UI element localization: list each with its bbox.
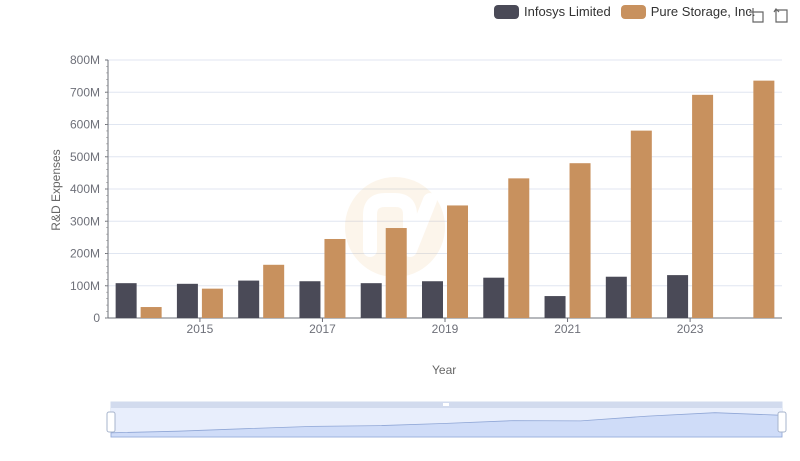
legend-label: Pure Storage, Inc. [650, 4, 756, 19]
zoom-handle-right[interactable] [777, 411, 787, 433]
x-tick-label: 2019 [432, 322, 459, 336]
y-tick-label: 300M [70, 214, 100, 228]
y-axis: 0 100M 200M 300M 400M 500M 600M 700M 800M [70, 53, 109, 325]
bar-infosys [605, 276, 627, 318]
bar-pure-storage [447, 205, 468, 318]
legend: Infosys Limited Pure Storage, Inc. [494, 4, 765, 19]
bar-infosys [667, 275, 689, 318]
bar-pure-storage [692, 94, 714, 318]
legend-swatch [620, 4, 646, 19]
bar-pure-storage [569, 163, 591, 318]
bar-pure-storage [201, 288, 223, 318]
bar-infosys [544, 296, 566, 318]
bar-infosys [422, 281, 443, 318]
bar-pure-storage [324, 238, 346, 318]
y-tick-label: 700M [70, 85, 100, 99]
bar-infosys [360, 283, 382, 318]
legend-item-pure-storage[interactable]: Pure Storage, Inc. [620, 4, 756, 19]
legend-label: Infosys Limited [524, 4, 611, 19]
y-tick-label: 100M [70, 279, 100, 293]
y-tick-label: 400M [70, 182, 100, 196]
x-tick-label: 2021 [554, 322, 581, 336]
zoom-icon[interactable] [748, 7, 764, 23]
x-axis-title: Year [432, 363, 457, 377]
bar-infosys [483, 277, 505, 318]
y-tick-label: 200M [70, 247, 100, 261]
watermark-logo [345, 177, 445, 277]
bar-pure-storage [753, 80, 775, 318]
zoom-preview-area [110, 412, 783, 438]
bar-pure-storage [140, 307, 162, 318]
x-tick-label: 2023 [677, 322, 704, 336]
y-tick-label: 0 [93, 311, 100, 325]
bar-pure-storage [630, 130, 652, 318]
grid-lines [108, 59, 782, 287]
bar-infosys [238, 280, 260, 318]
x-axis: 2015 2017 2019 2021 2023 [108, 317, 782, 336]
legend-item-infosys[interactable]: Infosys Limited [494, 4, 611, 19]
bar-pure-storage [508, 178, 530, 318]
x-tick-label: 2015 [187, 322, 214, 336]
bar-pure-storage [263, 264, 285, 318]
bar-infosys [115, 283, 137, 318]
y-axis-title: R&D Expenses [49, 149, 63, 231]
bars [115, 80, 775, 318]
zoom-handle-left[interactable] [106, 411, 116, 433]
bar-infosys [176, 283, 198, 318]
reset-icon[interactable] [773, 7, 789, 23]
y-tick-label: 500M [70, 150, 100, 164]
data-zoom-slider[interactable] [106, 401, 787, 438]
x-tick-label: 2017 [309, 322, 336, 336]
y-tick-label: 600M [70, 118, 100, 132]
bar-pure-storage [385, 228, 407, 318]
zoom-grip-icon[interactable] [443, 403, 449, 406]
y-tick-label: 800M [70, 53, 100, 67]
bar-infosys [299, 281, 321, 318]
legend-swatch [494, 4, 519, 19]
